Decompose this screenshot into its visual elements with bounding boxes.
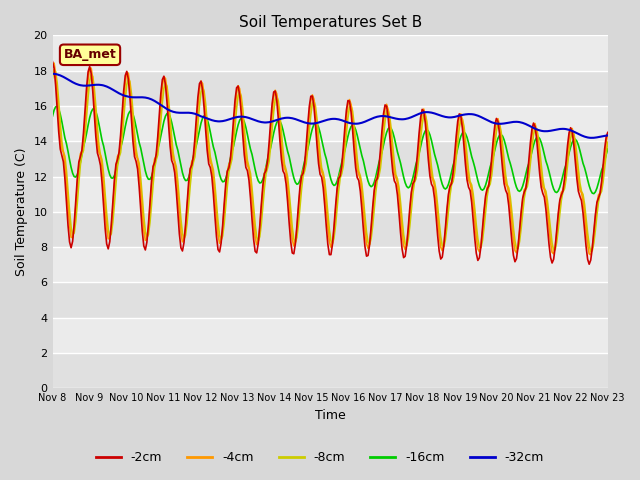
Bar: [52, 212, 608, 247]
Title: Soil Temperatures Set B: Soil Temperatures Set B: [239, 15, 422, 30]
Bar: [52, 282, 608, 318]
Bar: [52, 353, 608, 388]
Bar: [52, 36, 608, 71]
Text: BA_met: BA_met: [63, 48, 116, 61]
Bar: [52, 141, 608, 177]
Bar: [52, 177, 608, 212]
Bar: [52, 106, 608, 141]
Bar: [52, 318, 608, 353]
Legend: -2cm, -4cm, -8cm, -16cm, -32cm: -2cm, -4cm, -8cm, -16cm, -32cm: [91, 446, 549, 469]
Bar: [52, 247, 608, 282]
Y-axis label: Soil Temperature (C): Soil Temperature (C): [15, 148, 28, 276]
Bar: [52, 71, 608, 106]
X-axis label: Time: Time: [315, 409, 346, 422]
